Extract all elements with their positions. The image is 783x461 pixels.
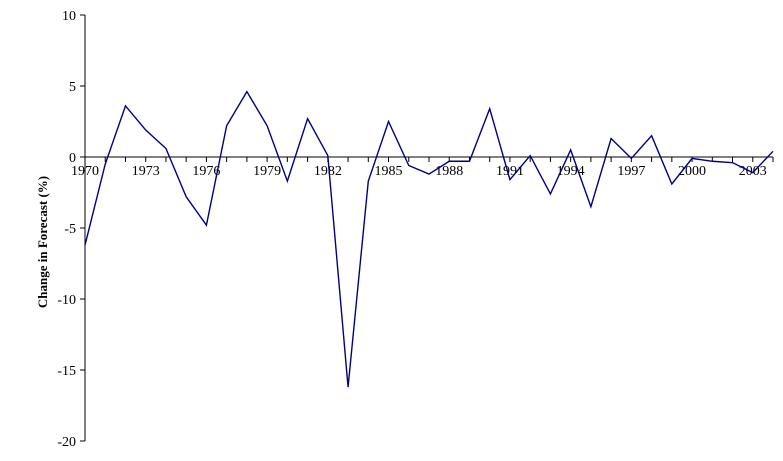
y-tick-label: -10 [57,293,76,308]
x-tick-label: 1997 [617,164,645,179]
x-tick-label: 1985 [375,164,403,179]
y-tick-label: -20 [57,435,76,450]
x-tick-label: 1988 [435,164,463,179]
x-tick-label: 1991 [496,164,524,179]
y-tick-label: -5 [64,222,76,237]
series-group [85,92,773,387]
x-tick-label: 1979 [253,164,281,179]
x-tick-label: 1973 [132,164,160,179]
x-tick-label: 1982 [314,164,342,179]
series-line [85,92,773,387]
x-tick-label: 2003 [739,164,767,179]
y-tick-label: 10 [62,9,76,24]
y-tick-label: -15 [57,364,76,379]
y-axis-title: Change in Forecast (%) [35,176,50,308]
x-tick-label: 1970 [71,164,99,179]
y-tick-label: 5 [69,80,76,95]
